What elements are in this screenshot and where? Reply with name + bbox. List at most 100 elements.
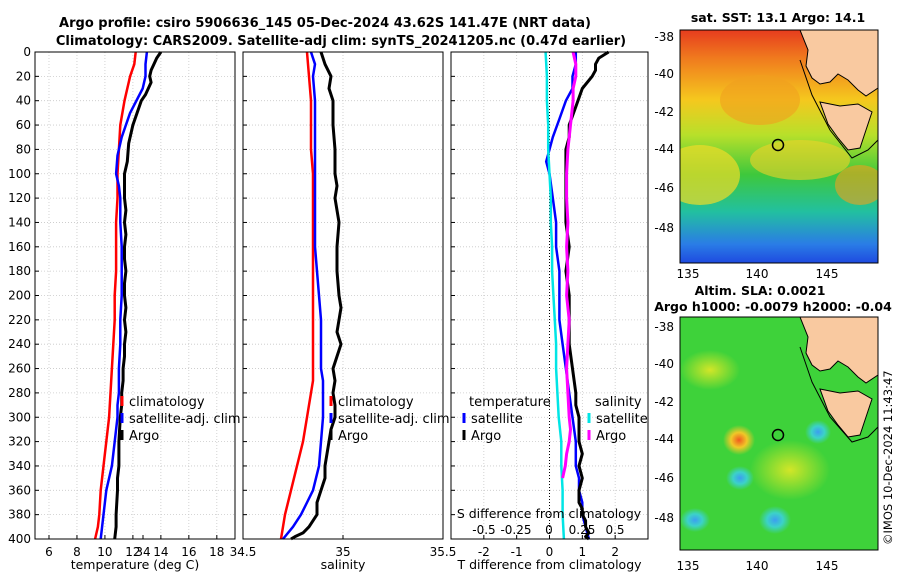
sst-map-title: sat. SST: 13.1 Argo: 14.1 xyxy=(691,10,865,25)
isobath-contour xyxy=(799,346,878,443)
x-tick-label: 34 xyxy=(135,545,150,559)
argo-location-marker xyxy=(771,428,785,442)
y-tick-label: 180 xyxy=(8,264,31,278)
legend-label-sal-argo: Argo xyxy=(596,429,626,444)
argo-location-marker xyxy=(771,138,785,152)
series-line-argo xyxy=(290,51,343,541)
legend-label-temp-satellite: satellite xyxy=(471,412,523,427)
header-line2: Climatology: CARS2009. Satellite-adj cli… xyxy=(56,34,626,49)
x-tick-label: 12 xyxy=(125,545,140,559)
y-tick-label: 280 xyxy=(8,386,31,400)
y-tick-label: 20 xyxy=(16,69,31,83)
sla-lon-tick: 135 xyxy=(677,559,700,573)
salinity-difference-axis: S difference from climatology -0.5 -0.25… xyxy=(457,506,642,537)
sdiff-tick: 0.25 xyxy=(569,523,596,537)
mainland-coast xyxy=(799,317,878,384)
legend-label-satellite: satellite-adj. clim xyxy=(129,412,241,427)
sla-lon-tick: 145 xyxy=(816,559,839,573)
x-tick-label: 14 xyxy=(153,545,168,559)
y-tick-label: 340 xyxy=(8,459,31,473)
x-axis-label: salinity xyxy=(321,557,366,572)
x-tick-label: 18 xyxy=(209,545,224,559)
x-tick-label: 6 xyxy=(45,545,53,559)
x-tick-label: 2 xyxy=(611,545,619,559)
sla-map-title1: Altim. SLA: 0.0021 xyxy=(695,283,826,298)
sst-lon-tick: 140 xyxy=(746,267,769,281)
x-tick-label: 1 xyxy=(579,545,587,559)
y-tick-label: 260 xyxy=(8,362,31,376)
x-tick-label: -1 xyxy=(511,545,523,559)
series-line-climatology xyxy=(93,51,137,540)
sla-lat-tick: -42 xyxy=(654,395,674,409)
x-tick-label: -2 xyxy=(478,545,490,559)
temperature-legend: climatology satellite-adj. clim Argo xyxy=(120,395,241,444)
sst-lon-tick: 135 xyxy=(677,267,700,281)
temperature-panel: 6 8 10 12 14 16 180204060801001201401601802002… xyxy=(8,45,236,572)
series-line-temperature-satellite xyxy=(544,52,591,540)
sla-lon-tick: 140 xyxy=(746,559,769,573)
sla-lat-tick: -46 xyxy=(654,471,674,485)
sla-lat-tick: -44 xyxy=(654,432,674,446)
tasmania-coast xyxy=(819,388,873,438)
sla-lat-tick: -38 xyxy=(654,320,674,334)
sdiff-tick: -0.25 xyxy=(500,523,531,537)
y-tick-label: 80 xyxy=(16,142,31,156)
sla-map-title2: Argo h1000: -0.0079 h2000: -0.04 xyxy=(654,299,892,314)
sla-lat-tick: -40 xyxy=(654,357,674,371)
sst-map-frame xyxy=(679,29,879,264)
sst-lat-tick: -40 xyxy=(654,67,674,81)
y-tick-label: 200 xyxy=(8,289,31,303)
series-line-temperature-argo xyxy=(564,50,610,541)
y-tick-label: 60 xyxy=(16,118,31,132)
x-tick-label: 0 xyxy=(546,545,554,559)
legend-label-argo: Argo xyxy=(338,429,368,444)
header-line1: Argo profile: csiro 5906636_145 05-Dec-2… xyxy=(59,16,591,31)
series-line-satellite-adj-clim xyxy=(282,51,325,540)
legend-label-argo: Argo xyxy=(129,429,159,444)
sla-map-frame xyxy=(679,316,879,551)
legend-label-satellite: satellite-adj. clim xyxy=(338,412,450,427)
y-tick-label: 320 xyxy=(8,435,31,449)
x-tick-label: 35 xyxy=(335,545,350,559)
difference-legend: temperature satellite Argo salinity sate… xyxy=(462,395,648,444)
y-tick-label: 0 xyxy=(23,45,31,59)
y-tick-label: 160 xyxy=(8,240,31,254)
sst-lon-tick: 145 xyxy=(816,267,839,281)
y-tick-label: 360 xyxy=(8,483,31,497)
sdiff-tick: -0.5 xyxy=(472,523,495,537)
salinity-panel: 34 34.5 35 35.5 salinity xyxy=(135,51,457,572)
salinity-difference-label: S difference from climatology xyxy=(457,506,642,521)
sla-high-anomaly xyxy=(723,425,755,455)
copyright-stamp: ©IMOS 10-Dec-2024 11:43:47 xyxy=(881,370,895,545)
sst-map: sat. SST: 13.1 Argo: 14.1 -38 -40 -42 -4… xyxy=(654,10,879,281)
series-line-climatology xyxy=(279,51,315,540)
sst-lat-tick: -42 xyxy=(654,105,674,119)
y-tick-label: 40 xyxy=(16,94,31,108)
x-tick-label: 16 xyxy=(181,545,196,559)
x-tick-label: 10 xyxy=(97,545,112,559)
y-tick-label: 400 xyxy=(8,532,31,546)
legend-label-climatology: climatology xyxy=(129,395,205,410)
series-line-salinity-satellite xyxy=(544,51,566,540)
y-tick-label: 380 xyxy=(8,508,31,522)
sst-lat-tick: -44 xyxy=(654,142,674,156)
y-tick-label: 300 xyxy=(8,410,31,424)
x-axis-label: T difference from climatology xyxy=(456,557,642,572)
y-tick-label: 100 xyxy=(8,167,31,181)
legend-title-temperature: temperature xyxy=(469,395,551,410)
legend-title-salinity: salinity xyxy=(595,395,642,410)
legend-label-climatology: climatology xyxy=(338,395,414,410)
legend-label-sal-satellite: satellite xyxy=(596,412,648,427)
series-line-satellite-adj-clim xyxy=(99,51,149,540)
x-tick-label: 35.5 xyxy=(430,545,457,559)
sla-map: Altim. SLA: 0.0021 Argo h1000: -0.0079 h… xyxy=(654,283,892,573)
x-tick-label: 34.5 xyxy=(230,545,257,559)
y-tick-label: 220 xyxy=(8,313,31,327)
difference-panel: -2 -1 0 1 2T difference from climatology xyxy=(450,50,649,572)
sdiff-tick: 0.5 xyxy=(605,523,624,537)
x-tick-label: 8 xyxy=(73,545,81,559)
tasmania-coast xyxy=(819,101,873,151)
sst-lat-tick: -38 xyxy=(654,30,674,44)
isobath-contour xyxy=(799,59,878,159)
